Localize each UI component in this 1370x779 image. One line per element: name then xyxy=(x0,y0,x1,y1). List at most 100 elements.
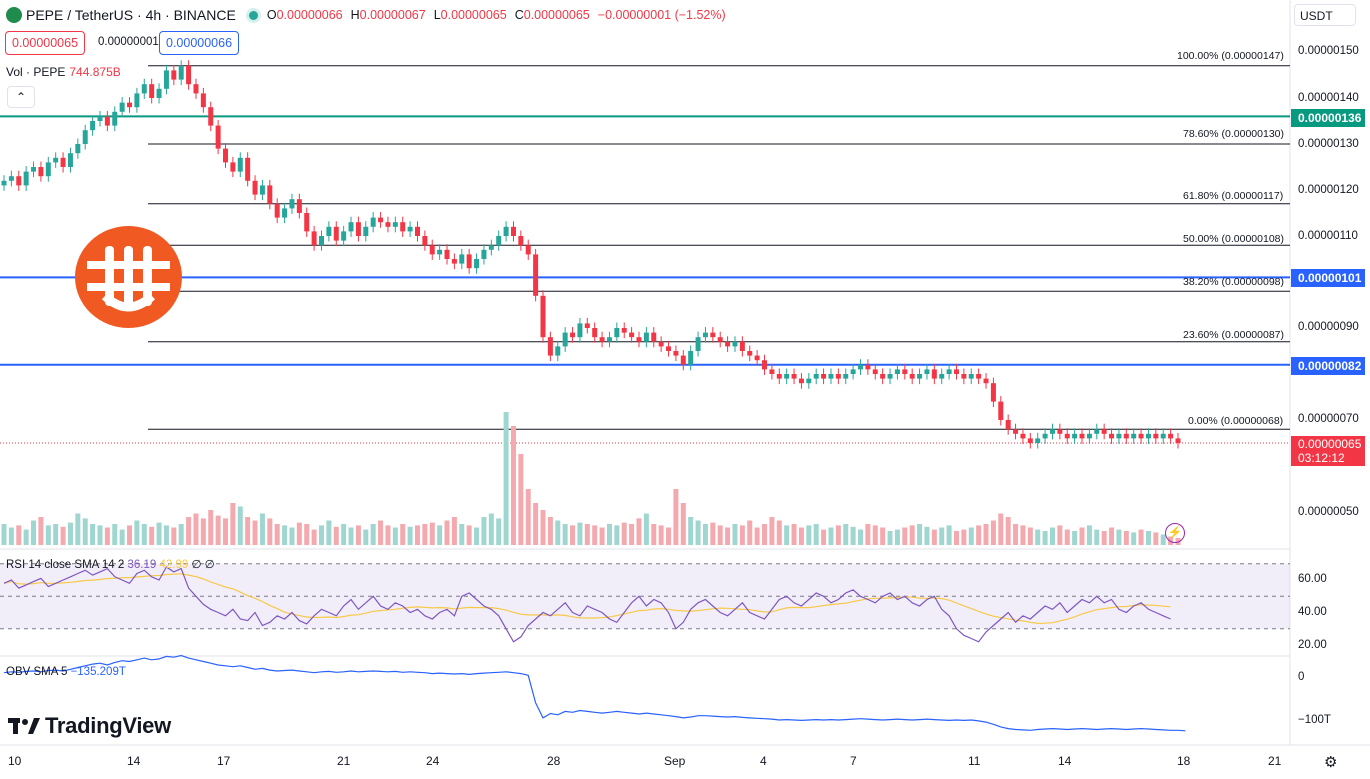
settings-gear-icon[interactable]: ⚙ xyxy=(1324,754,1338,771)
candle-body xyxy=(1175,438,1181,443)
fib-label: 0.00% (0.00000068) xyxy=(1188,415,1284,427)
volume-bar xyxy=(946,525,952,545)
candle-body xyxy=(510,226,516,236)
volume-bar xyxy=(437,525,443,545)
currency-selector[interactable]: USDT xyxy=(1294,4,1356,26)
horizontal-lines[interactable] xyxy=(0,115,1290,444)
last-price: 0.00000065 xyxy=(1298,437,1362,451)
rsi-legend[interactable]: RSI 14 close SMA 14 2 36.19 42.99 ∅ ∅ xyxy=(6,559,215,571)
candle-body xyxy=(702,332,708,338)
time-tick: 10 xyxy=(8,754,22,768)
lightning-icon[interactable]: ⚡ xyxy=(1165,523,1185,543)
green-line-price-tag[interactable]: 0.00000136 xyxy=(1291,109,1365,127)
time-tick: 21 xyxy=(337,754,351,768)
market-status-icon[interactable] xyxy=(248,10,258,20)
volume-bar xyxy=(1057,525,1063,545)
price-tick: 0.00000090 xyxy=(1298,321,1359,333)
volume-bar xyxy=(592,525,598,545)
candle-body xyxy=(776,374,782,379)
candle-body xyxy=(570,332,576,338)
volume-bar xyxy=(725,527,731,545)
candle-body xyxy=(902,369,908,374)
volume-bar xyxy=(924,526,930,545)
volume-bar xyxy=(717,525,723,545)
volume-bar xyxy=(392,527,398,545)
price-tick: 0.00000120 xyxy=(1298,184,1359,196)
time-tick: 14 xyxy=(127,754,141,768)
volume-bar xyxy=(311,529,317,545)
volume-bar xyxy=(651,524,657,545)
price-change: −0.00000001 (−1.52%) xyxy=(597,8,726,22)
collapse-legend-button[interactable]: ⌃ xyxy=(7,86,35,108)
candle-body xyxy=(1168,433,1174,439)
volume-bar xyxy=(104,527,110,545)
candle-body xyxy=(518,236,524,246)
symbol-title[interactable]: PEPE / TetherUS · 4h · BINANCE xyxy=(26,7,236,23)
price-candles xyxy=(1,60,1181,449)
candle-body xyxy=(267,185,273,204)
tradingview-logo[interactable]: TradingView xyxy=(8,713,171,739)
volume-bar xyxy=(1138,529,1144,545)
volume-bar xyxy=(784,525,790,545)
spread-value: 0.00000001 xyxy=(98,36,159,48)
obv-legend[interactable]: OBV SMA 5 −135.209T xyxy=(6,666,126,678)
volume-bar xyxy=(149,526,155,545)
volume-bar xyxy=(1109,527,1115,545)
candle-body xyxy=(769,369,775,374)
candle-body xyxy=(392,222,398,227)
volume-bar xyxy=(141,524,147,545)
volume-legend: Vol · PEPE 744.875B xyxy=(6,65,121,79)
volume-bar xyxy=(186,517,192,545)
time-tick: 4 xyxy=(760,754,767,768)
candle-body xyxy=(791,374,797,379)
volume-bar xyxy=(555,520,561,545)
volume-bar xyxy=(223,518,229,545)
price-tick: 0.00000130 xyxy=(1298,138,1359,150)
candle-body xyxy=(1064,433,1070,439)
volume-bar xyxy=(1123,531,1129,545)
candle-body xyxy=(67,153,73,167)
candle-body xyxy=(459,254,465,264)
blue-line-price-tag[interactable]: 0.00000082 xyxy=(1291,357,1365,375)
volume-bar xyxy=(1020,525,1026,545)
blue-line-price-tag[interactable]: 0.00000101 xyxy=(1291,269,1365,287)
candle-body xyxy=(90,121,96,131)
volume-bar xyxy=(835,525,841,545)
volume-bar xyxy=(710,522,716,545)
volume-bar xyxy=(732,524,738,545)
candle-body xyxy=(163,70,169,89)
last-price-tag[interactable]: 0.00000065 03:12:12 xyxy=(1291,436,1365,466)
candle-body xyxy=(104,116,110,126)
volume-bar xyxy=(53,524,59,545)
volume-bar xyxy=(429,522,435,545)
fib-label: 100.00% (0.00000147) xyxy=(1177,50,1284,62)
candle-body xyxy=(400,222,406,232)
volume-bar xyxy=(658,525,664,545)
volume-bar xyxy=(762,524,768,545)
candle-body xyxy=(23,171,29,186)
volume-bar xyxy=(518,454,524,545)
sell-button[interactable]: 0.00000065 xyxy=(5,31,86,55)
candle-body xyxy=(1094,429,1100,434)
volume-bar xyxy=(547,517,553,545)
volume-bar xyxy=(112,524,118,545)
volume-bar xyxy=(289,527,295,545)
volume-bar xyxy=(739,525,745,545)
candle-body xyxy=(45,162,51,177)
obv-series-line xyxy=(3,654,1186,732)
candle-body xyxy=(355,222,361,236)
volume-bar xyxy=(200,518,206,545)
volume-bar xyxy=(953,531,959,545)
buy-button[interactable]: 0.00000066 xyxy=(159,31,240,55)
candle-body xyxy=(666,346,672,351)
volume-bar xyxy=(887,531,893,545)
fib-retracement[interactable] xyxy=(148,65,1290,430)
volume-bar xyxy=(23,529,29,545)
volume-bar xyxy=(407,526,413,545)
volume-bar xyxy=(525,489,531,545)
volume-bar xyxy=(488,513,494,545)
volume-bar xyxy=(127,525,133,545)
candle-body xyxy=(798,378,804,384)
candle-body xyxy=(747,351,753,356)
